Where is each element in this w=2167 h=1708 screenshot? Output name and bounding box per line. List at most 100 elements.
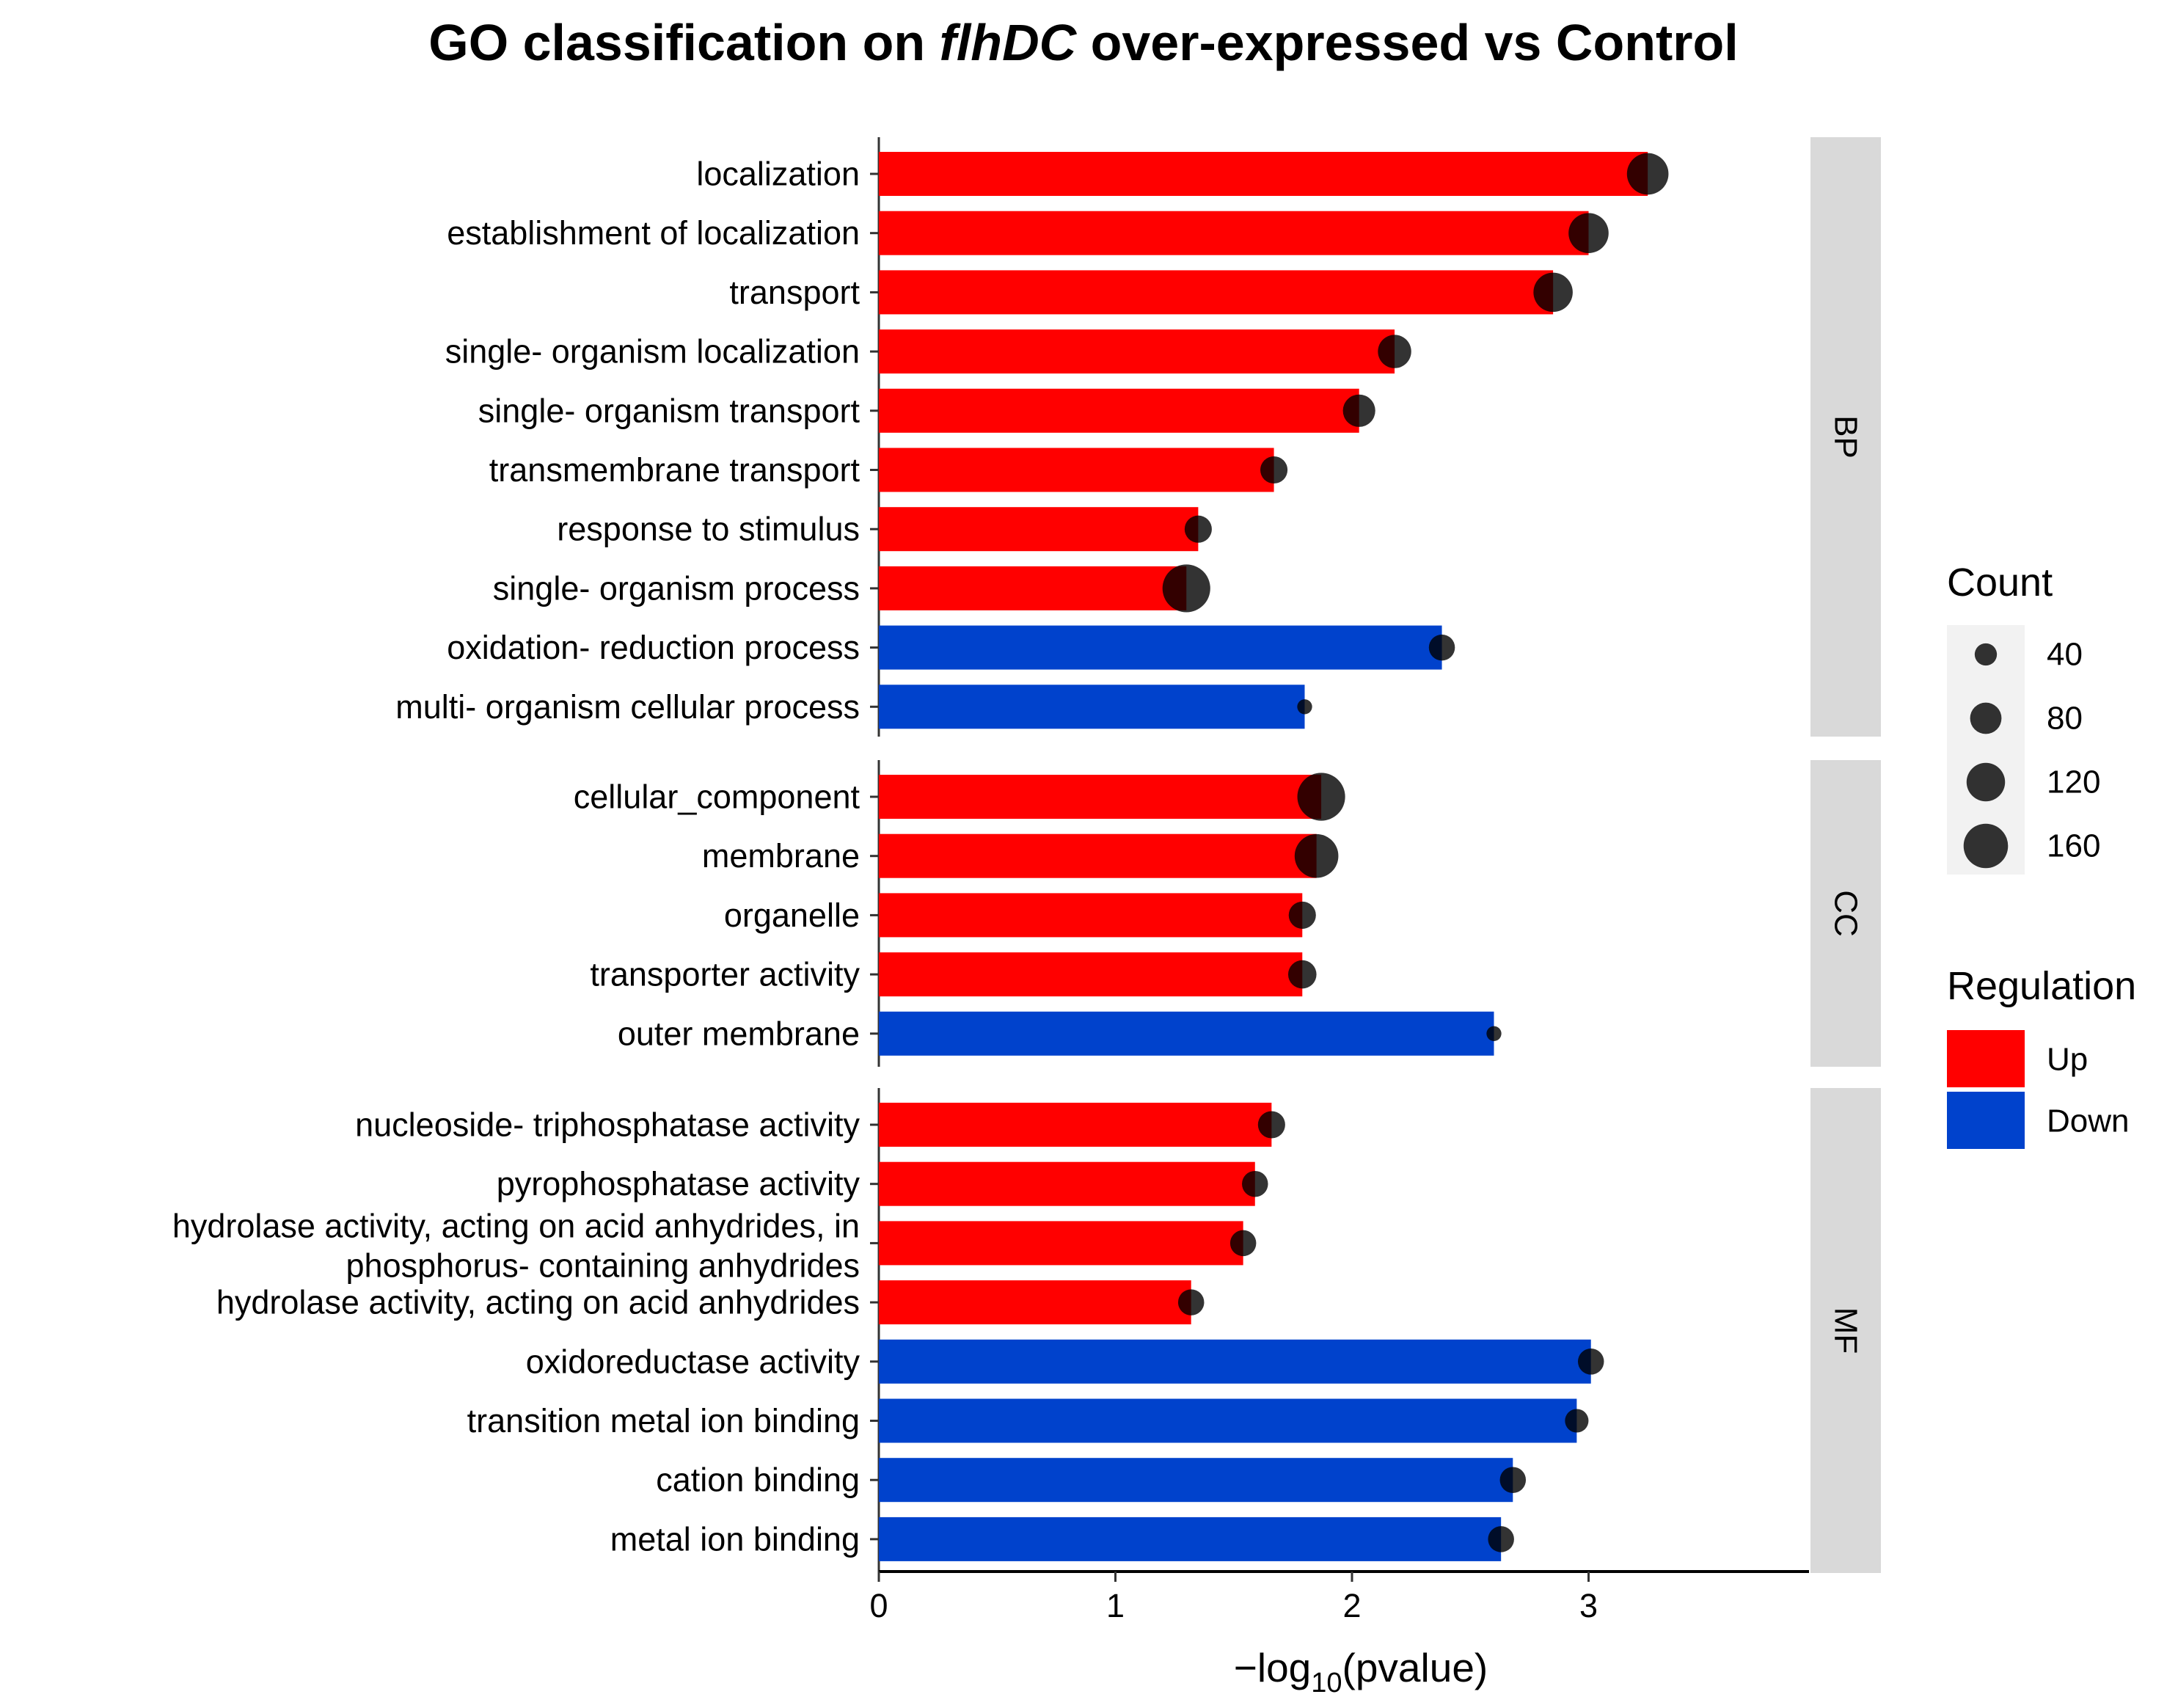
bar <box>879 270 1554 315</box>
bar <box>879 211 1589 255</box>
chart-title: GO classification on flhDC over-expresse… <box>428 14 1738 71</box>
count-dot <box>1378 335 1411 368</box>
bar <box>879 507 1199 552</box>
facet-strip <box>1810 137 1881 737</box>
count-dot <box>1297 773 1345 821</box>
bar <box>879 152 1648 196</box>
y-tick-label: membrane <box>702 837 860 875</box>
legend-title: Regulation <box>1947 964 2136 1008</box>
x-tick-label: 3 <box>1579 1587 1598 1624</box>
legend-swatch <box>1947 1030 2025 1087</box>
legend-dot <box>1974 643 1998 666</box>
legend-dot <box>1966 762 2006 802</box>
legend-dot <box>1970 702 2002 734</box>
legend-label: Up <box>2047 1042 2088 1078</box>
y-tick-label: localization <box>696 156 860 193</box>
count-dot <box>1488 1526 1514 1552</box>
bar <box>879 775 1322 819</box>
count-dot <box>1260 456 1288 484</box>
bar <box>879 685 1305 729</box>
y-tick-label: multi- organism cellular process <box>395 688 860 726</box>
legend-label: 120 <box>2047 764 2100 800</box>
count-dot <box>1177 1289 1205 1315</box>
bar <box>879 329 1395 374</box>
y-tick-label: pyrophosphatase activity <box>497 1165 860 1202</box>
count-dot <box>1242 1170 1268 1197</box>
y-tick-label: cation binding <box>656 1461 860 1499</box>
count-dot <box>1342 394 1375 427</box>
y-tick-label: single- organism localization <box>445 333 860 371</box>
bar <box>879 1458 1513 1503</box>
count-dot <box>1229 1230 1257 1257</box>
facet-mf: MF nucleoside- triphosphatase activity pyr… <box>172 1088 1881 1573</box>
y-tick-label: single- organism transport <box>478 392 860 429</box>
y-tick-label: transmembrane transport <box>489 451 860 489</box>
y-tick-label: nucleoside- triphosphatase activity <box>355 1106 860 1144</box>
bar <box>879 566 1187 610</box>
y-tick-label: transporter activity <box>590 956 860 993</box>
count-dot <box>1162 564 1210 613</box>
y-tick-label: response to stimulus <box>557 511 860 548</box>
y-tick-label: establishment of localization <box>447 214 860 252</box>
facet-label: BP <box>1828 415 1864 459</box>
legend-count: Count 40 80 120 160 <box>1947 561 2100 875</box>
bar <box>879 1161 1255 1206</box>
count-dot <box>1577 1348 1604 1375</box>
y-tick-label: oxidoreductase activity <box>526 1343 860 1380</box>
bar <box>879 833 1317 878</box>
count-dot <box>1428 634 1455 661</box>
facet-cc: CC cellular_component membrane organelle tra… <box>574 760 1881 1067</box>
y-tick-label: oxidation- reduction process <box>447 629 860 666</box>
y-tick-label: transport <box>729 274 860 311</box>
y-tick-label: transition metal ion binding <box>467 1402 860 1439</box>
x-tick-label: 1 <box>1106 1587 1125 1624</box>
x-axis-label: −log10(pvalue) <box>1234 1645 1488 1698</box>
count-dot <box>1287 960 1317 989</box>
bar <box>879 1398 1577 1443</box>
bar <box>879 1280 1191 1325</box>
legend-label: 160 <box>2047 828 2100 864</box>
facet-bp: BP localization establishment of localizat… <box>395 137 1881 737</box>
y-tick-label: outer membrane <box>618 1015 860 1052</box>
x-tick-label: 2 <box>1342 1587 1361 1624</box>
count-dot <box>1184 515 1212 543</box>
legend-regulation: Regulation Up Down <box>1947 964 2136 1149</box>
y-tick-label: hydrolase activity, acting on acid anhyd… <box>216 1284 860 1321</box>
bar <box>879 448 1274 492</box>
bar <box>879 1103 1272 1147</box>
facet-label: MF <box>1828 1307 1864 1354</box>
count-dot <box>1568 213 1609 253</box>
count-dot <box>1499 1467 1527 1493</box>
legend-title: Count <box>1947 561 2053 605</box>
count-dot <box>1533 272 1573 313</box>
bar <box>879 1339 1591 1384</box>
bar <box>879 1517 1502 1561</box>
y-tick-label: hydrolase activity, acting on acid anhyd… <box>172 1207 860 1284</box>
count-dot <box>1486 1026 1502 1041</box>
count-dot <box>1294 833 1339 878</box>
y-tick-label: organelle <box>724 897 860 934</box>
legend-dot <box>1963 823 2009 869</box>
bar <box>879 893 1303 938</box>
bar <box>879 625 1442 670</box>
bar <box>879 952 1303 997</box>
count-dot <box>1288 901 1316 929</box>
facet-strip <box>1810 760 1881 1067</box>
facet-strip <box>1810 1088 1881 1573</box>
count-dot <box>1297 699 1312 715</box>
bar <box>879 1221 1243 1266</box>
legend-swatch <box>1947 1092 2025 1149</box>
x-tick-label: 0 <box>869 1587 888 1624</box>
y-tick-label: metal ion binding <box>610 1520 860 1558</box>
facet-label: CC <box>1828 890 1864 937</box>
y-tick-label: single- organism process <box>493 569 860 607</box>
count-dot <box>1257 1111 1285 1139</box>
legend-label: 80 <box>2047 701 2083 737</box>
legend-label: 40 <box>2047 637 2083 673</box>
count-dot <box>1565 1409 1589 1433</box>
bar <box>879 1011 1494 1056</box>
count-dot <box>1626 153 1669 195</box>
legend-label: Down <box>2047 1103 2130 1139</box>
bar <box>879 388 1359 433</box>
